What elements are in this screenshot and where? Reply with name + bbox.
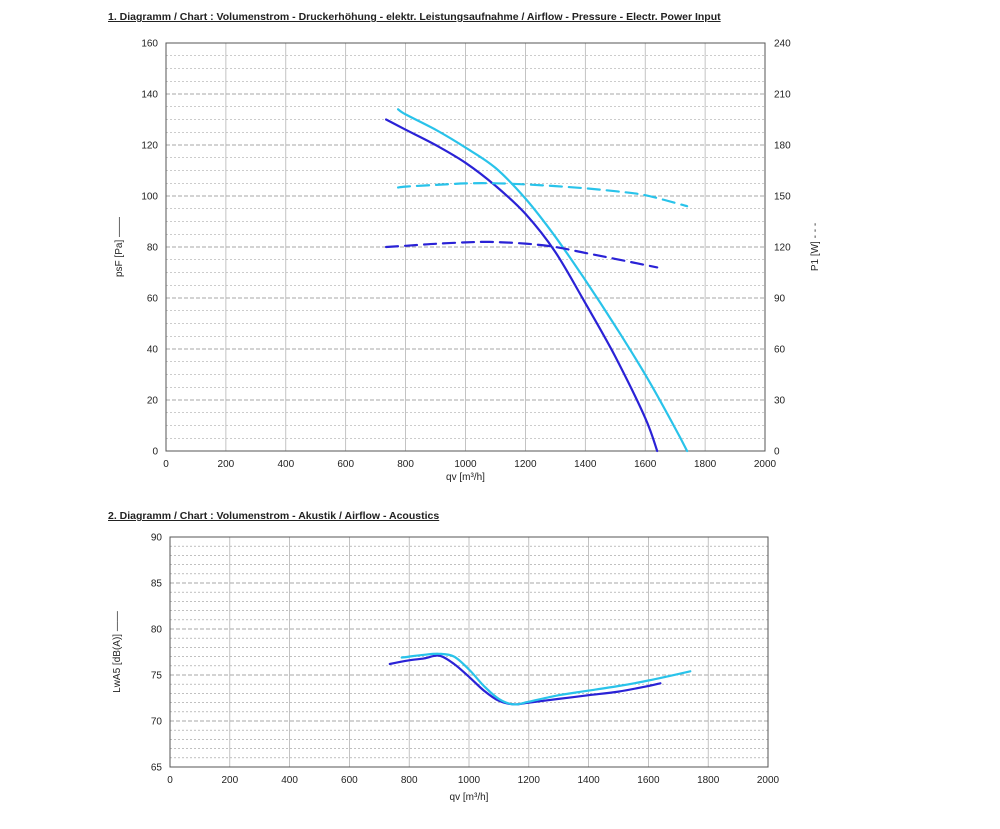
chart1-y2-tick-label: 240	[774, 39, 791, 50]
chart1-y2-axis-label: P1 [W] - - -	[810, 223, 821, 271]
chart1-y-tick-label: 140	[141, 90, 158, 101]
chart1-y2-tick-label: 30	[774, 396, 786, 407]
chart1-y2-tick-label: 180	[774, 141, 791, 152]
chart1-x-tick-label: 2000	[754, 459, 777, 470]
chart1-y2-tick-label: 120	[774, 243, 791, 254]
chart2-x-tick-label: 600	[341, 775, 358, 786]
chart2-plot-frame	[169, 536, 769, 768]
chart2-x-tick-label: 1000	[458, 775, 481, 786]
chart1-x-tick-label: 800	[397, 459, 414, 470]
chart1-x-tick-label: 400	[277, 459, 294, 470]
chart1-x-tick-label: 1400	[574, 459, 597, 470]
chart1-x-tick-label: 1200	[514, 459, 537, 470]
chart1-y-tick-label: 80	[147, 243, 159, 254]
chart1-series-4-line	[397, 182, 689, 208]
chart2-x-tick-label: 0	[167, 775, 173, 786]
chart1-plot-frame	[165, 42, 766, 452]
chart2-y-tick-label: 75	[151, 671, 163, 682]
chart2-y-tick-label: 65	[151, 763, 163, 774]
chart1-y2-tick-label: 90	[774, 294, 786, 305]
chart2-series-2-line	[400, 652, 692, 706]
chart2-x-tick-label: 1400	[577, 775, 600, 786]
chart1-x-tick-label: 1600	[634, 459, 657, 470]
chart2-x-tick-label: 1200	[518, 775, 541, 786]
chart1-x-tick-label: 1800	[694, 459, 717, 470]
chart1-x-axis-label: qv [m³/h]	[446, 472, 485, 483]
chart1-y-tick-label: 160	[141, 39, 158, 50]
chart1-series-1-line	[385, 118, 659, 453]
chart1-y-tick-label: 100	[141, 192, 158, 203]
chart2-y-tick-label: 80	[151, 625, 163, 636]
chart2-x-tick-label: 800	[401, 775, 418, 786]
chart2-x-tick-label: 1800	[697, 775, 720, 786]
chart1-x-tick-label: 200	[218, 459, 235, 470]
chart1-y2-tick-label: 60	[774, 345, 786, 356]
chart1-series-2-line	[397, 108, 689, 453]
chart2-x-tick-label: 2000	[757, 775, 780, 786]
chart2-x-tick-label: 1600	[637, 775, 660, 786]
chart1-series-3-line	[385, 240, 659, 269]
chart1-title: 1. Diagramm / Chart : Volumenstrom - Dru…	[108, 11, 721, 23]
chart1-y-tick-label: 40	[147, 345, 159, 356]
chart2-x-tick-label: 200	[221, 775, 238, 786]
chart1-y-axis-label: psF [Pa] ——	[114, 217, 125, 277]
chart2-x-tick-label: 400	[281, 775, 298, 786]
chart1-y2-tick-label: 0	[774, 447, 780, 458]
chart1-x-tick-label: 600	[337, 459, 354, 470]
chart1-y-tick-label: 20	[147, 396, 159, 407]
chart1-y2-tick-label: 210	[774, 90, 791, 101]
chart2-title: 2. Diagramm / Chart : Volumenstrom - Aku…	[108, 510, 440, 522]
chart2-series-1-line	[388, 654, 662, 706]
chart1-y-tick-label: 0	[152, 447, 158, 458]
chart2-y-tick-label: 70	[151, 717, 163, 728]
chart1-y-tick-label: 120	[141, 141, 158, 152]
chart1-y-tick-label: 60	[147, 294, 159, 305]
chart1-x-tick-label: 0	[163, 459, 169, 470]
chart2-y-axis-label: LwA5 [dB(A)] ——	[112, 611, 123, 693]
chart2-x-axis-label: qv [m³/h]	[450, 792, 489, 803]
chart2-y-tick-label: 85	[151, 579, 163, 590]
chart1-x-tick-label: 1000	[454, 459, 477, 470]
chart1-y2-tick-label: 150	[774, 192, 791, 203]
chart2-y-tick-label: 90	[151, 533, 163, 544]
